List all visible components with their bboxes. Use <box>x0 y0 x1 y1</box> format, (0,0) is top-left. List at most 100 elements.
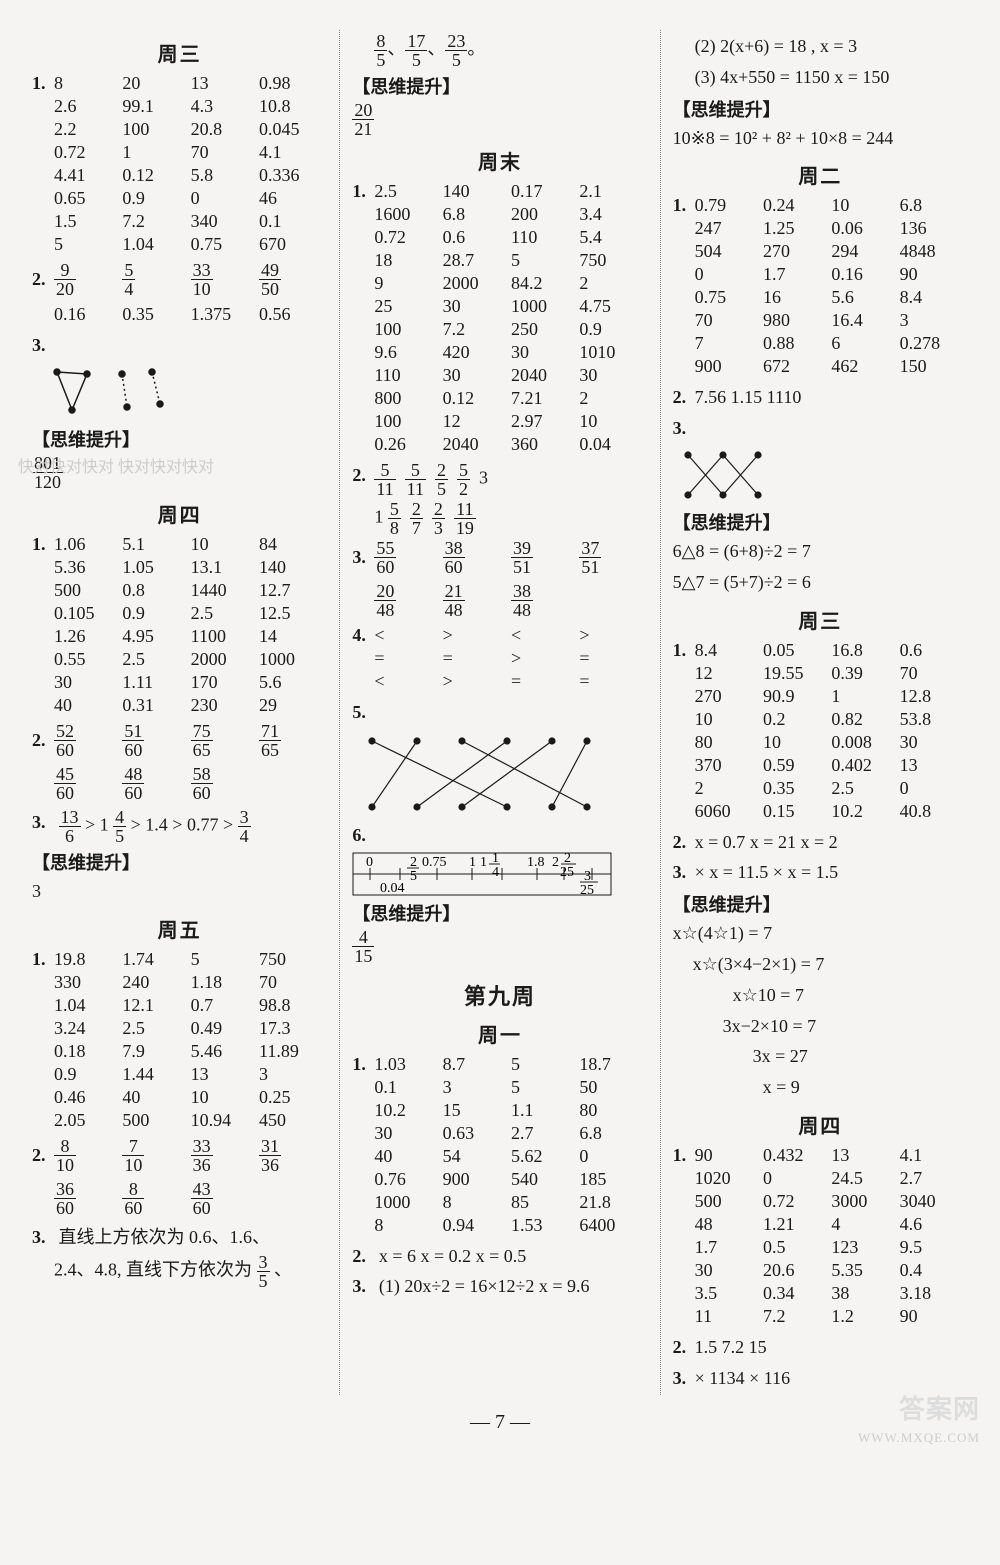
c1-fri-q1-grid: 1.19.81.7457503302401.18701.0412.10.798.… <box>32 949 327 1131</box>
ans-cell: 0.9 <box>122 603 190 624</box>
ans-cell: 15 <box>443 1100 511 1121</box>
ans-cell: 20.8 <box>191 119 259 140</box>
ans-cell: 19.55 <box>763 663 831 684</box>
ans-cell: 70 <box>191 142 259 163</box>
ans-cell: 250 <box>511 319 579 340</box>
ans-cell: 5 <box>54 234 122 255</box>
c1-wed-q2-dec: 0.160.351.3750.56 <box>32 304 327 325</box>
c3-thu-q1-grid: 1.900.432134.11020024.52.75000.723000304… <box>673 1145 968 1327</box>
ans-cell: 3040 <box>900 1191 968 1212</box>
ans-cell: < <box>511 625 579 646</box>
ans-cell: 4.3 <box>191 96 259 117</box>
ans-cell: 0.8 <box>122 580 190 601</box>
c3-tue-q1-grid: 1.0.790.24106.82471.250.0613650427029448… <box>673 195 968 377</box>
ans-frac: 810 <box>54 1137 122 1174</box>
ans-cell: 540 <box>511 1169 579 1190</box>
ans-cell: 0.76 <box>374 1169 442 1190</box>
ans-cell: 30 <box>511 342 579 363</box>
page-number: — 7 — <box>20 1411 980 1434</box>
ans-cell: 10 <box>579 411 647 432</box>
c3-wed-sw-line: x☆10 = 7 <box>673 981 968 1010</box>
ans-cell: 900 <box>695 356 763 377</box>
ans-cell: 10.2 <box>831 801 899 822</box>
ans-cell: 70 <box>900 663 968 684</box>
ans-cell: 0.75 <box>191 234 259 255</box>
ans-cell: 30 <box>54 672 122 693</box>
ans-cell: 1.1 <box>511 1100 579 1121</box>
ans-cell: 18.7 <box>579 1054 647 1075</box>
ans-cell: 123 <box>831 1237 899 1258</box>
day-title-wed: 周三 <box>32 38 327 67</box>
ans-cell: 0.55 <box>54 649 122 670</box>
c3-thu-q3: 3.× 1134 × 116 <box>673 1364 968 1393</box>
svg-text:0: 0 <box>366 855 373 870</box>
ans-cell: 100 <box>374 319 442 340</box>
ans-cell: 7.2 <box>763 1306 831 1327</box>
ans-cell: 1.7 <box>763 264 831 285</box>
ans-cell: 0.06 <box>831 218 899 239</box>
ans-cell: 3 <box>443 1077 511 1098</box>
ans-cell: 0.278 <box>900 333 968 354</box>
ans-cell: 10 <box>831 195 899 216</box>
ans-cell: 0.49 <box>191 1018 259 1039</box>
c3-tue-q2: 2.7.56 1.15 1110 <box>673 383 968 412</box>
ans-cell: 13 <box>191 73 259 94</box>
ans-cell: 1.7 <box>695 1237 763 1258</box>
c2-wk-q5: 5. <box>352 698 647 819</box>
ans-cell: 0.402 <box>831 755 899 776</box>
ans-cell: 500 <box>122 1110 190 1131</box>
ans-frac: 5560 <box>374 539 442 576</box>
ans-cell: 40 <box>54 695 122 716</box>
ans-frac: 5160 <box>122 722 190 759</box>
ans-cell: 10.94 <box>191 1110 259 1131</box>
ans-cell: 0 <box>763 1168 831 1189</box>
ans-frac: 710 <box>122 1137 190 1174</box>
ans-cell: 90.9 <box>763 686 831 707</box>
c1-thu-q2b: 456048605860 <box>32 765 327 802</box>
column-1: 周三 1.820130.982.699.14.310.82.210020.80.… <box>20 30 340 1395</box>
ans-cell: 5.62 <box>511 1146 579 1167</box>
svg-text:25: 25 <box>580 883 594 896</box>
c2-sw1-ans: 2021 <box>352 101 647 138</box>
c1-wed-q3-diagram <box>32 362 202 422</box>
svg-text:1.8: 1.8 <box>527 855 545 870</box>
ans-cell: 5 <box>511 1077 579 1098</box>
c1-thu-sw-ans: 3 <box>32 877 327 906</box>
ans-cell: 21.8 <box>579 1192 647 1213</box>
ans-cell: 10 <box>763 732 831 753</box>
ans-cell: 1.5 <box>54 211 122 232</box>
ans-cell: 2.1 <box>579 181 647 202</box>
ans-cell: 1.11 <box>122 672 190 693</box>
ans-cell: 0.31 <box>122 695 190 716</box>
ans-cell: 25 <box>374 296 442 317</box>
ans-cell: 1.06 <box>54 534 122 555</box>
ans-cell: 0.9 <box>579 319 647 340</box>
ans-cell: 8.7 <box>443 1054 511 1075</box>
ans-frac: 7565 <box>191 722 259 759</box>
ans-frac: 3310 <box>191 261 259 298</box>
ans-cell: > <box>579 625 647 646</box>
ans-cell: 40.8 <box>900 801 968 822</box>
ans-cell: 3.24 <box>54 1018 122 1039</box>
c2-wk-q3a: 3.5560386039513751 <box>352 539 647 576</box>
ans-cell: 5.1 <box>122 534 190 555</box>
ans-cell: 150 <box>900 356 968 377</box>
ans-cell: 8 <box>54 73 122 94</box>
ans-cell: < <box>374 625 442 646</box>
ans-cell: 100 <box>122 119 190 140</box>
ans-cell: 30 <box>443 296 511 317</box>
ans-cell: 2040 <box>511 365 579 386</box>
ans-cell: 0.63 <box>443 1123 511 1144</box>
ans-cell: 110 <box>511 227 579 248</box>
ans-cell: 46 <box>259 188 327 209</box>
ans-cell: 340 <box>191 211 259 232</box>
ans-cell: 6400 <box>579 1215 647 1236</box>
ans-cell: 40 <box>374 1146 442 1167</box>
ans-cell: 420 <box>443 342 511 363</box>
ans-cell: 0.1 <box>374 1077 442 1098</box>
ans-cell: 3.5 <box>695 1283 763 1304</box>
ans-cell: 0 <box>900 778 968 799</box>
ans-cell: 980 <box>763 310 831 331</box>
c2-sw2-ans: 415 <box>352 928 647 965</box>
ans-cell: 0.26 <box>374 434 442 455</box>
